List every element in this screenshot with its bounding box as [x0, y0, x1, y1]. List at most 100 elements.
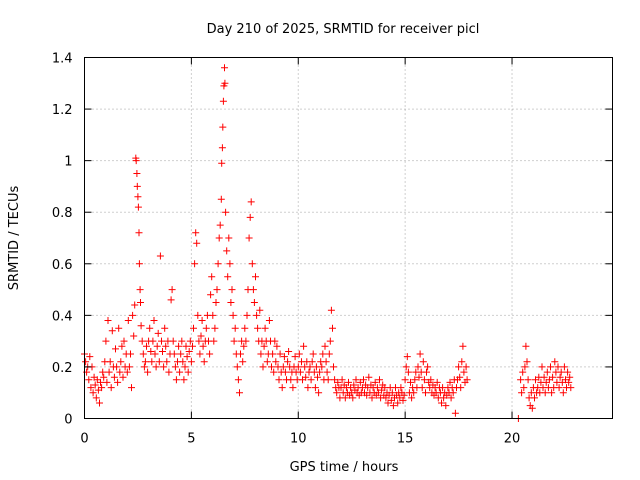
data-point	[114, 378, 122, 386]
y-tick-label: 0.4	[52, 309, 73, 324]
data-point	[177, 350, 185, 358]
data-point	[253, 311, 261, 319]
data-point	[278, 384, 286, 392]
data-points	[81, 64, 575, 422]
data-point	[543, 368, 551, 376]
data-point	[151, 350, 159, 358]
data-point	[243, 311, 251, 319]
data-point	[172, 376, 180, 384]
data-point	[180, 376, 188, 384]
data-point	[226, 260, 234, 268]
data-point	[191, 260, 199, 268]
data-point	[209, 311, 217, 319]
x-tick-label: 10	[290, 432, 307, 447]
data-point	[192, 229, 200, 237]
data-point	[118, 342, 126, 350]
data-point	[240, 342, 248, 350]
data-point	[256, 306, 264, 314]
data-point	[224, 273, 232, 281]
x-tick-label: 0	[80, 432, 88, 447]
plot-frame	[84, 57, 613, 419]
data-point	[87, 384, 95, 392]
data-point	[233, 363, 241, 371]
data-point	[212, 299, 220, 306]
data-point	[82, 358, 90, 366]
data-point	[184, 368, 192, 376]
data-point	[272, 358, 280, 366]
data-point	[455, 363, 463, 371]
data-point	[415, 373, 423, 381]
data-point	[106, 358, 114, 366]
data-point	[92, 394, 100, 402]
data-point	[210, 337, 218, 345]
data-point	[132, 157, 140, 165]
data-point	[241, 324, 249, 332]
data-point	[388, 389, 396, 397]
data-point	[528, 404, 536, 412]
data-point	[259, 363, 267, 371]
data-point	[148, 358, 156, 366]
data-point	[549, 373, 557, 381]
data-point	[270, 368, 278, 376]
data-point	[521, 363, 529, 371]
data-point	[279, 363, 287, 371]
data-point	[107, 384, 115, 392]
data-point	[252, 273, 259, 281]
data-point	[218, 144, 226, 152]
data-point	[424, 363, 432, 371]
data-point	[399, 396, 407, 404]
data-point	[182, 342, 190, 350]
data-point	[181, 363, 189, 371]
data-point	[170, 350, 178, 358]
data-point	[296, 368, 304, 376]
data-point	[156, 252, 164, 260]
data-point	[321, 342, 329, 350]
data-point	[130, 332, 138, 340]
data-point	[284, 358, 292, 366]
data-point	[273, 342, 281, 350]
y-tick-label: 0.2	[52, 361, 73, 376]
data-point	[350, 381, 358, 389]
y-tick-label: 1.4	[52, 52, 73, 67]
data-point	[306, 363, 314, 371]
data-point	[519, 368, 527, 376]
data-point	[531, 394, 538, 402]
data-point	[329, 324, 336, 332]
data-point	[338, 376, 346, 384]
data-point	[115, 324, 123, 332]
data-point	[178, 337, 186, 345]
data-point	[309, 350, 317, 358]
data-point	[246, 213, 254, 221]
data-point	[231, 324, 239, 332]
data-point	[86, 353, 94, 361]
data-point	[557, 368, 565, 376]
data-point	[129, 311, 137, 319]
data-point	[195, 337, 203, 345]
data-point	[230, 337, 238, 345]
data-point	[400, 391, 408, 399]
data-point	[462, 363, 470, 371]
data-point	[213, 286, 221, 294]
data-point	[171, 363, 179, 371]
data-point	[319, 350, 327, 358]
data-point	[117, 358, 125, 366]
data-point	[167, 296, 175, 304]
data-point	[403, 353, 411, 361]
data-point	[265, 317, 273, 324]
data-point	[323, 368, 331, 376]
data-point	[175, 342, 183, 350]
data-point	[112, 345, 119, 353]
data-point	[389, 402, 397, 410]
data-point	[263, 358, 271, 366]
data-point	[314, 373, 321, 381]
data-point	[159, 348, 166, 355]
data-point	[100, 373, 108, 381]
data-point	[322, 358, 330, 366]
data-point	[291, 353, 299, 361]
data-point	[371, 378, 379, 386]
data-point	[155, 358, 163, 366]
data-point	[198, 317, 206, 324]
data-point	[176, 368, 184, 376]
data-point	[276, 350, 284, 358]
data-point	[165, 368, 173, 376]
